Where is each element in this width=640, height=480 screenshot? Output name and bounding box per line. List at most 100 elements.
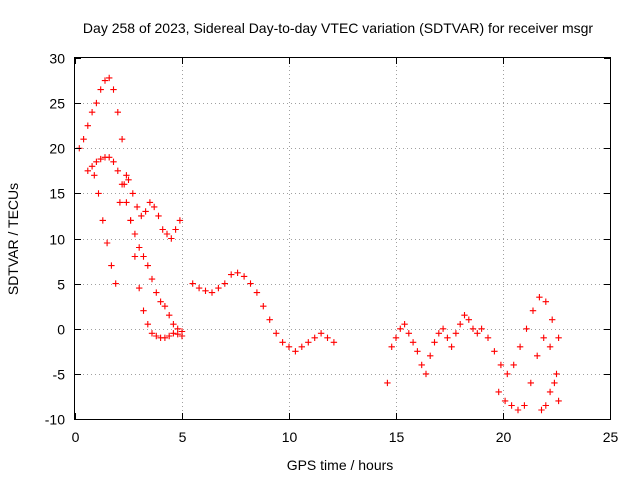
- data-point: [106, 74, 113, 82]
- y-tick-label: 10: [49, 232, 65, 248]
- data-point: [523, 325, 530, 332]
- data-point: [84, 122, 91, 129]
- data-point: [176, 217, 184, 224]
- data-point: [422, 370, 430, 378]
- data-point: [553, 370, 560, 378]
- data-point: [172, 226, 179, 233]
- data-point: [324, 334, 331, 341]
- data-point: [285, 343, 293, 350]
- data-point: [279, 339, 286, 346]
- data-point: [540, 334, 547, 341]
- data-point: [123, 199, 130, 206]
- data-point: [84, 167, 91, 174]
- data-point: [504, 370, 511, 378]
- data-point: [95, 190, 102, 197]
- data-point: [444, 334, 451, 341]
- data-point: [110, 158, 117, 165]
- data-point: [146, 199, 154, 206]
- grid: [75, 58, 610, 419]
- data-point: [247, 280, 254, 287]
- series-early-high: [76, 74, 186, 341]
- data-point: [409, 339, 417, 346]
- data-point: [140, 253, 147, 260]
- x-tick-label: 10: [282, 429, 298, 445]
- data-point: [534, 352, 541, 359]
- data-point: [140, 307, 147, 314]
- data-point: [153, 332, 160, 340]
- data-point: [311, 334, 318, 341]
- data-point: [215, 284, 222, 292]
- data-point: [144, 321, 151, 328]
- y-axis-label: SDTVAR / TECUs: [5, 183, 21, 295]
- series-morning: [189, 269, 338, 355]
- data-point: [536, 294, 543, 301]
- data-point: [151, 203, 158, 211]
- data-point: [97, 86, 104, 93]
- data-point: [317, 330, 325, 337]
- x-tick-label: 20: [496, 429, 512, 445]
- data-point: [405, 330, 412, 337]
- data-point: [529, 307, 537, 314]
- data-point: [240, 273, 248, 280]
- data-point: [125, 176, 132, 183]
- x-tick-label: 0: [72, 429, 80, 445]
- data-point: [148, 330, 156, 337]
- data-point: [414, 348, 421, 355]
- axis-ticks: 0 5 10 15 20 25 -10 -5 0 5 10 15 20 25 30: [45, 51, 619, 446]
- data-point: [148, 275, 156, 283]
- data-point: [170, 330, 177, 337]
- data-point: [474, 330, 481, 337]
- data-point: [159, 226, 166, 233]
- data-point: [253, 289, 261, 296]
- y-tick-label: 20: [49, 141, 65, 157]
- data-point: [110, 86, 117, 93]
- data-point: [93, 158, 100, 165]
- data-point: [521, 402, 528, 409]
- data-point: [431, 339, 438, 346]
- x-tick-label: 5: [179, 429, 187, 445]
- data-point: [114, 167, 121, 174]
- data-point: [189, 280, 196, 287]
- data-point: [80, 136, 87, 143]
- series-late-drop: [538, 379, 562, 414]
- data-point: [516, 343, 524, 350]
- data-point: [478, 325, 485, 332]
- data-point: [131, 230, 139, 238]
- data-point: [508, 402, 515, 409]
- data-point: [118, 136, 126, 143]
- data-point: [127, 217, 134, 224]
- data-point: [157, 298, 164, 305]
- data-point: [514, 406, 522, 414]
- data-point: [138, 212, 145, 220]
- data-point: [88, 163, 96, 170]
- data-point: [114, 109, 121, 116]
- y-tick-label: -5: [53, 367, 66, 383]
- data-point: [330, 339, 338, 346]
- data-point: [168, 235, 175, 242]
- data-point: [551, 379, 558, 387]
- data-point: [260, 303, 267, 310]
- y-tick-label: 25: [49, 96, 65, 112]
- data-point: [174, 331, 181, 338]
- data-point: [427, 352, 434, 359]
- data-point: [161, 303, 169, 310]
- series-evening-upper: [478, 294, 562, 378]
- data-point: [266, 316, 273, 323]
- data-point: [136, 284, 143, 292]
- data-point: [457, 321, 464, 328]
- data-point: [469, 325, 477, 332]
- data-point: [501, 397, 509, 405]
- data-point: [88, 109, 96, 116]
- data-point: [161, 334, 169, 341]
- y-tick-label: 15: [49, 186, 65, 202]
- data-point: [121, 181, 128, 188]
- data-point: [91, 172, 98, 179]
- data-point: [174, 325, 181, 332]
- data-point: [221, 280, 228, 287]
- data-point: [401, 321, 408, 328]
- data-point: [116, 199, 124, 206]
- data-point: [163, 230, 171, 238]
- data-point: [170, 321, 177, 328]
